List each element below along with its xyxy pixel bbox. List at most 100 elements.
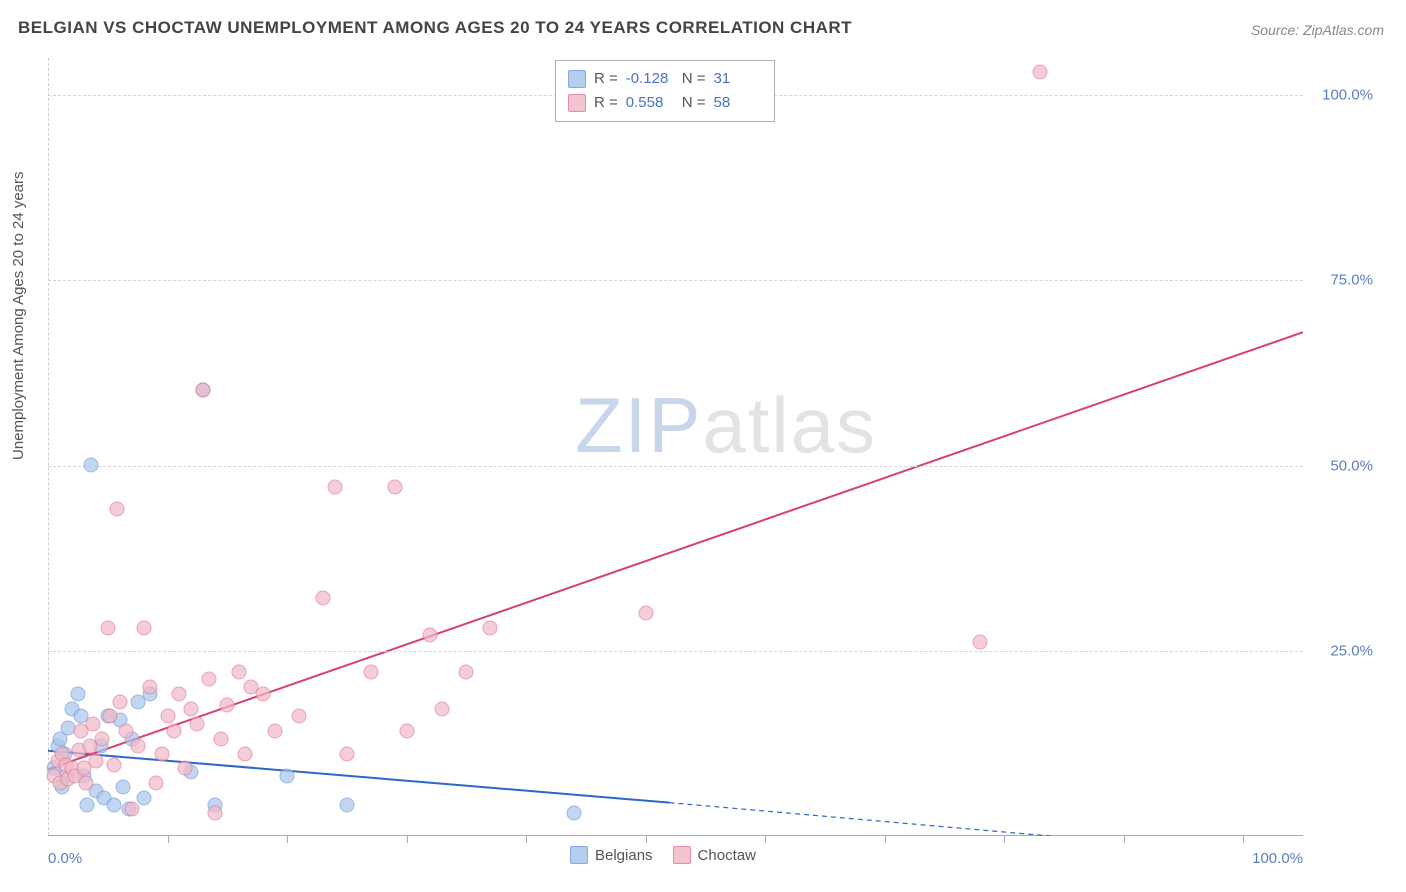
x-tick (407, 835, 408, 843)
scatter-point (103, 709, 118, 724)
stat-n-value: 31 (714, 67, 762, 91)
scatter-point (363, 665, 378, 680)
scatter-point (80, 798, 95, 813)
scatter-point (339, 798, 354, 813)
x-tick (646, 835, 647, 843)
scatter-point (184, 702, 199, 717)
scatter-point (86, 716, 101, 731)
scatter-point (638, 605, 653, 620)
legend-swatch (568, 94, 586, 112)
scatter-point (1033, 64, 1048, 79)
scatter-point (116, 779, 131, 794)
y-tick-label: 100.0% (1313, 87, 1373, 104)
scatter-point (130, 739, 145, 754)
legend-item: Belgians (570, 846, 653, 864)
scatter-point (110, 501, 125, 516)
scatter-point (566, 805, 581, 820)
scatter-point (94, 731, 109, 746)
legend-label: Belgians (595, 847, 653, 864)
scatter-point (423, 627, 438, 642)
y-tick-label: 50.0% (1313, 457, 1373, 474)
scatter-point (238, 746, 253, 761)
legend-item: Choctaw (673, 846, 756, 864)
scatter-point (136, 790, 151, 805)
scatter-point (280, 768, 295, 783)
scatter-point (196, 383, 211, 398)
scatter-point (148, 776, 163, 791)
scatter-point (399, 724, 414, 739)
scatter-point (256, 687, 271, 702)
scatter-point (208, 805, 223, 820)
scatter-point (84, 457, 99, 472)
scatter-point (339, 746, 354, 761)
legend-swatch (673, 846, 691, 864)
stat-n-value: 58 (714, 91, 762, 115)
x-tick-label: 100.0% (1252, 850, 1303, 867)
chart-title: BELGIAN VS CHOCTAW UNEMPLOYMENT AMONG AG… (18, 18, 852, 38)
regression-line (48, 332, 1303, 769)
stat-r-value: -0.128 (626, 67, 674, 91)
scatter-point (315, 590, 330, 605)
scatter-point (100, 620, 115, 635)
scatter-point (214, 731, 229, 746)
stat-n-label: N = (682, 67, 706, 91)
scatter-point (202, 672, 217, 687)
scatter-point (459, 665, 474, 680)
x-tick (765, 835, 766, 843)
x-tick (168, 835, 169, 843)
y-tick-label: 25.0% (1313, 642, 1373, 659)
x-tick (287, 835, 288, 843)
gridline (48, 280, 1303, 281)
scatter-point (136, 620, 151, 635)
gridline (48, 466, 1303, 467)
legend-swatch (568, 70, 586, 88)
regression-line-ext (670, 803, 1303, 836)
x-tick (1243, 835, 1244, 843)
scatter-point (142, 679, 157, 694)
x-tick (526, 835, 527, 843)
scatter-point (70, 687, 85, 702)
legend-stats-box: R = -0.128 N = 31 R = 0.558 N = 58 (555, 60, 775, 122)
scatter-point (190, 716, 205, 731)
legend-stats-row: R = -0.128 N = 31 (568, 67, 762, 91)
legend-swatch (570, 846, 588, 864)
legend-stats-row: R = 0.558 N = 58 (568, 91, 762, 115)
scatter-point (79, 776, 94, 791)
x-tick (885, 835, 886, 843)
scatter-point (973, 635, 988, 650)
stat-r-label: R = (594, 67, 618, 91)
stat-r-label: R = (594, 91, 618, 115)
scatter-point (118, 724, 133, 739)
scatter-point (435, 702, 450, 717)
plot-area: ZIPatlas 25.0%50.0%75.0%100.0%0.0%100.0% (48, 58, 1303, 836)
gridline (48, 651, 1303, 652)
x-tick (1004, 835, 1005, 843)
scatter-point (268, 724, 283, 739)
scatter-point (220, 698, 235, 713)
scatter-point (112, 694, 127, 709)
scatter-point (387, 479, 402, 494)
legend-label: Choctaw (698, 847, 756, 864)
scatter-point (166, 724, 181, 739)
scatter-point (327, 479, 342, 494)
scatter-point (172, 687, 187, 702)
scatter-point (106, 757, 121, 772)
scatter-point (124, 802, 139, 817)
source-label: Source: ZipAtlas.com (1251, 22, 1384, 38)
scatter-point (232, 665, 247, 680)
regression-lines (48, 58, 1303, 836)
x-tick-label: 0.0% (48, 850, 82, 867)
scatter-point (160, 709, 175, 724)
scatter-point (88, 753, 103, 768)
stat-r-value: 0.558 (626, 91, 674, 115)
scatter-point (106, 798, 121, 813)
legend-bottom: Belgians Choctaw (570, 846, 756, 864)
stat-n-label: N = (682, 91, 706, 115)
scatter-point (154, 746, 169, 761)
y-tick-label: 75.0% (1313, 272, 1373, 289)
scatter-point (483, 620, 498, 635)
y-axis-label: Unemployment Among Ages 20 to 24 years (10, 171, 27, 460)
scatter-point (178, 761, 193, 776)
x-tick (1124, 835, 1125, 843)
scatter-point (292, 709, 307, 724)
